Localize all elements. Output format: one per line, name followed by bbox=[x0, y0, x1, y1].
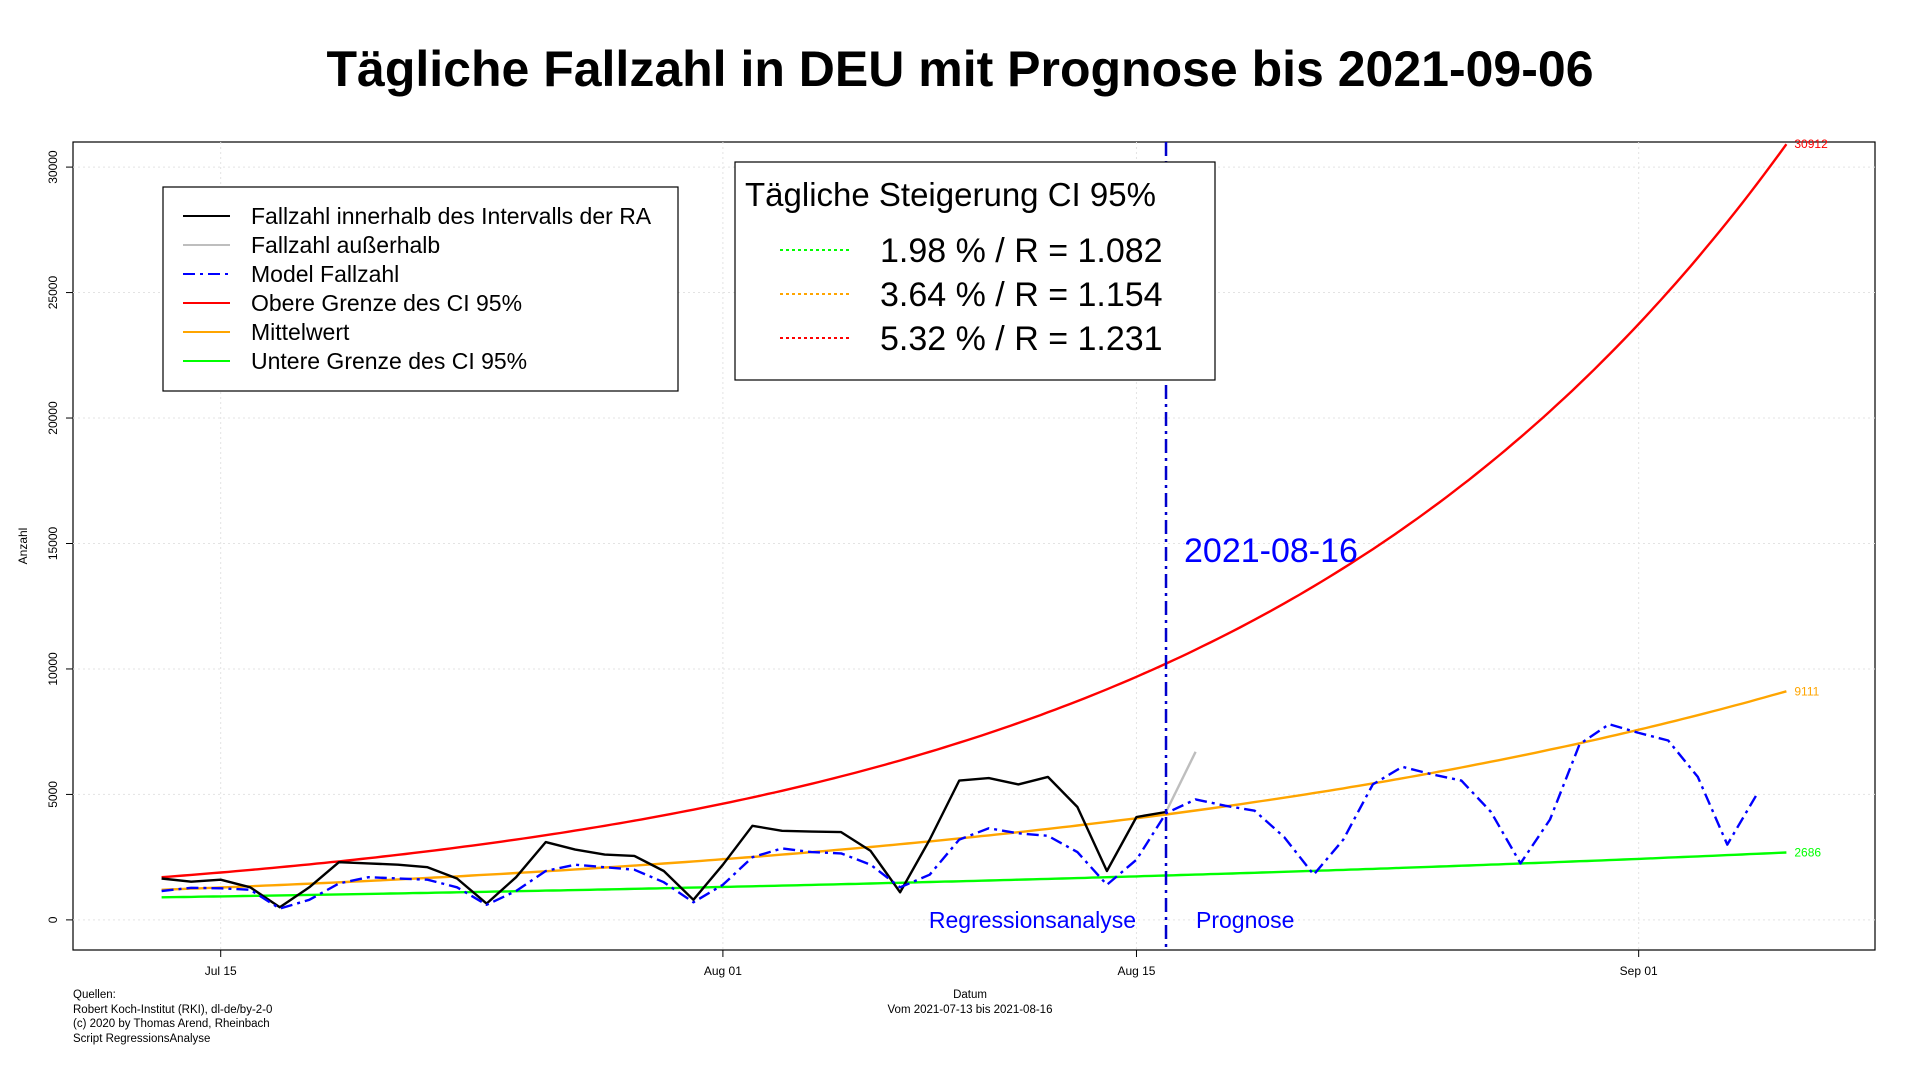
growth-box-frame bbox=[734, 161, 1216, 381]
end-label-mean: 9111 bbox=[1794, 684, 1819, 698]
upper-ci-curve bbox=[161, 143, 1788, 879]
x-tick-label: Sep 01 bbox=[1620, 964, 1658, 978]
y-tick-label: 25000 bbox=[46, 276, 60, 310]
legend-label: Obere Grenze des CI 95% bbox=[251, 290, 522, 316]
sources-note: Quellen: Robert Koch-Institut (RKI), dl-… bbox=[73, 988, 272, 1046]
x-tick-label: Aug 15 bbox=[1117, 964, 1155, 978]
x-axis-range: Vom 2021-07-13 bis 2021-08-16 bbox=[887, 1003, 1053, 1016]
legend-label: Fallzahl innerhalb des Intervalls der RA bbox=[251, 203, 652, 229]
y-tick-label: 15000 bbox=[46, 526, 60, 560]
lower-ci-curve bbox=[161, 851, 1787, 899]
model-series-line bbox=[161, 723, 1758, 910]
growth-rows: 1.98 % / R = 1.082 3.64 % / R = 1.154 5.32… bbox=[780, 232, 1163, 358]
growth-rate-text: 5.32 % / R = 1.231 bbox=[880, 320, 1163, 358]
sources-line: (c) 2020 by Thomas Arend, Rheinbach bbox=[73, 1018, 270, 1030]
y-tick-label: 5000 bbox=[46, 781, 60, 808]
sources-line: Robert Koch-Institut (RKI), dl-de/by-2-0 bbox=[73, 1003, 273, 1016]
end-label-lower: 2686 bbox=[1794, 845, 1821, 859]
legend-label: Untere Grenze des CI 95% bbox=[251, 348, 527, 374]
growth-rate-text: 1.98 % / R = 1.082 bbox=[880, 232, 1163, 270]
end-label-upper: 30912 bbox=[1794, 137, 1828, 151]
mean-curve bbox=[161, 690, 1787, 891]
y-axis-label: Anzahl bbox=[16, 528, 30, 565]
legend-items: Fallzahl innerhalb des Intervalls der RA… bbox=[183, 203, 652, 374]
legend: Fallzahl innerhalb des Intervalls der RA… bbox=[162, 186, 679, 392]
series-layer bbox=[161, 143, 1788, 910]
observed-series-line bbox=[161, 775, 1167, 909]
y-tick-label: 30000 bbox=[46, 150, 60, 184]
legend-label: Fallzahl außerhalb bbox=[251, 232, 440, 258]
sources-line: Quellen: bbox=[73, 989, 116, 1001]
regression-label: Regressionsanalyse bbox=[929, 907, 1136, 933]
legend-label: Model Fallzahl bbox=[251, 261, 399, 287]
cutoff-date-label: 2021-08-16 bbox=[1184, 532, 1358, 570]
x-axis-label: Datum Vom 2021-07-13 bis 2021-08-16 bbox=[850, 988, 1090, 1017]
end-value-labels: 30912 9111 2686 bbox=[1794, 137, 1828, 859]
growth-box: Tägliche Steigerung CI 95% 1.98 % / R = … bbox=[734, 161, 1216, 381]
plot-frame bbox=[72, 141, 1876, 951]
y-tick-label: 0 bbox=[46, 916, 60, 923]
x-tick-label: Aug 01 bbox=[704, 964, 742, 978]
legend-box bbox=[162, 186, 679, 392]
x-axis-title: Datum bbox=[953, 989, 987, 1001]
forecast-label: Prognose bbox=[1196, 907, 1294, 933]
x-tick-label: Jul 15 bbox=[205, 964, 237, 978]
y-tick-label: 10000 bbox=[46, 652, 60, 686]
growth-rate-text: 3.64 % / R = 1.154 bbox=[880, 276, 1163, 314]
axes: 0 5000 10000 15000 20000 25000 30000 Jul 15 Aug … bbox=[46, 150, 1658, 978]
legend-label: Mittelwert bbox=[251, 319, 350, 345]
outside-series-line bbox=[1164, 751, 1197, 813]
chart-title: Tägliche Fallzahl in DEU mit Prognose bi… bbox=[326, 41, 1594, 97]
growth-box-title: Tägliche Steigerung CI 95% bbox=[745, 176, 1156, 213]
y-tick-label: 20000 bbox=[46, 401, 60, 435]
sources-line: Script RegressionsAnalyse bbox=[73, 1032, 211, 1045]
